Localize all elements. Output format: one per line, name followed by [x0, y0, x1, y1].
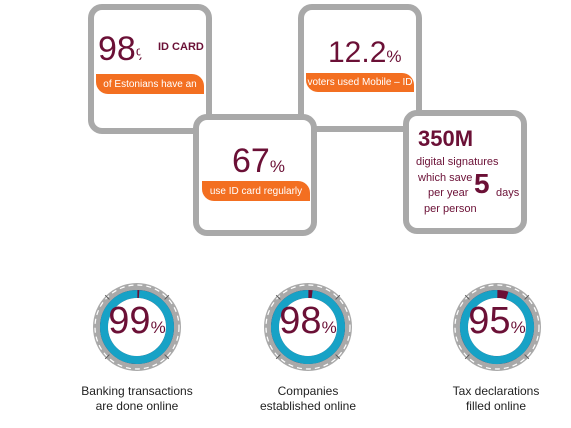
mobile-id-box — [298, 4, 422, 132]
ring-1-center — [108, 298, 166, 356]
ring-2-tick-4 — [275, 354, 281, 360]
regular-use-value: 67 — [232, 142, 270, 180]
ring-3-tick-2 — [524, 294, 530, 300]
ring-1 — [93, 283, 181, 371]
ring-2-value: 98 — [279, 300, 322, 342]
ring-1-caption: Banking transactions are done online — [57, 384, 217, 414]
ring-3-caption-line1: Tax declarations — [452, 384, 540, 398]
ring-2-tick-3 — [335, 354, 341, 360]
regular-use-label: use ID card regularly — [202, 181, 310, 201]
signatures-line2: which save — [418, 172, 473, 184]
ring-3-stat: 95% — [457, 300, 537, 343]
ring-2-dashes — [265, 284, 351, 370]
ring-3-unit: % — [510, 318, 526, 337]
ring-1-stat: 99% — [97, 300, 177, 343]
ring-3-tick-3 — [524, 354, 530, 360]
signatures-line4: per person — [424, 203, 477, 215]
ring-3-caption: Tax declarations filled online — [416, 384, 571, 414]
signatures-line1: digital signatures — [416, 156, 499, 168]
ring-3-dashes — [454, 284, 540, 370]
signatures-days-number: 5 — [474, 168, 490, 199]
signatures-value: 350M — [418, 126, 474, 151]
ring-1-caption-line2: are done online — [95, 399, 179, 413]
ring-3-tick-4 — [464, 354, 470, 360]
signatures-days-word: days — [496, 187, 520, 199]
ring-2-stat: 98% — [268, 300, 348, 343]
ring-1-tick-4 — [104, 354, 110, 360]
ring-1-tick-2 — [164, 294, 170, 300]
ring-3-caption-line2: filled online — [465, 399, 527, 413]
signatures-line3: per year — [428, 187, 469, 199]
ring-1-unit: % — [150, 318, 166, 337]
ring-2-progress — [271, 290, 345, 364]
regular-use-box — [193, 114, 317, 236]
mobile-id-label: voters used Mobile – ID — [306, 73, 414, 92]
ring-1-dashes — [94, 284, 180, 370]
id-card-label-bottom: of Estonians have an — [96, 74, 204, 94]
ring-3-progress — [460, 289, 534, 364]
mobile-id-stat: 12.2% — [328, 36, 402, 70]
ring-2-caption-line2: established online — [259, 399, 357, 413]
ring-1-value: 99 — [108, 300, 151, 342]
ring-3-tick-1 — [464, 294, 470, 300]
ring-1-tick-1 — [104, 294, 110, 300]
ring-3-value: 95 — [468, 300, 511, 342]
id-card-box — [88, 4, 212, 134]
ring-3-center — [468, 298, 526, 356]
ring-3 — [453, 283, 541, 371]
ring-1-tick-3 — [164, 354, 170, 360]
id-card-tag — [140, 32, 202, 64]
id-card-value: 98 — [98, 30, 136, 68]
ring-2-caption-line1: Companies — [277, 384, 339, 398]
ring-1-progress — [100, 290, 174, 364]
ring-2-tick-2 — [335, 294, 341, 300]
signatures-box — [403, 110, 527, 234]
regular-use-unit: % — [269, 157, 285, 176]
mobile-id-unit: % — [386, 47, 402, 66]
ring-2-center — [279, 298, 337, 356]
ring-2 — [264, 283, 352, 371]
ring-2-tick-1 — [275, 294, 281, 300]
ring-2-unit: % — [321, 318, 337, 337]
ring-2-caption: Companies established online — [228, 384, 388, 414]
mobile-id-value: 12.2 — [328, 36, 387, 69]
ring-1-caption-line1: Banking transactions — [81, 384, 193, 398]
id-card-label-top: ID CARD — [158, 41, 204, 53]
regular-use-stat: 67% — [232, 142, 285, 181]
